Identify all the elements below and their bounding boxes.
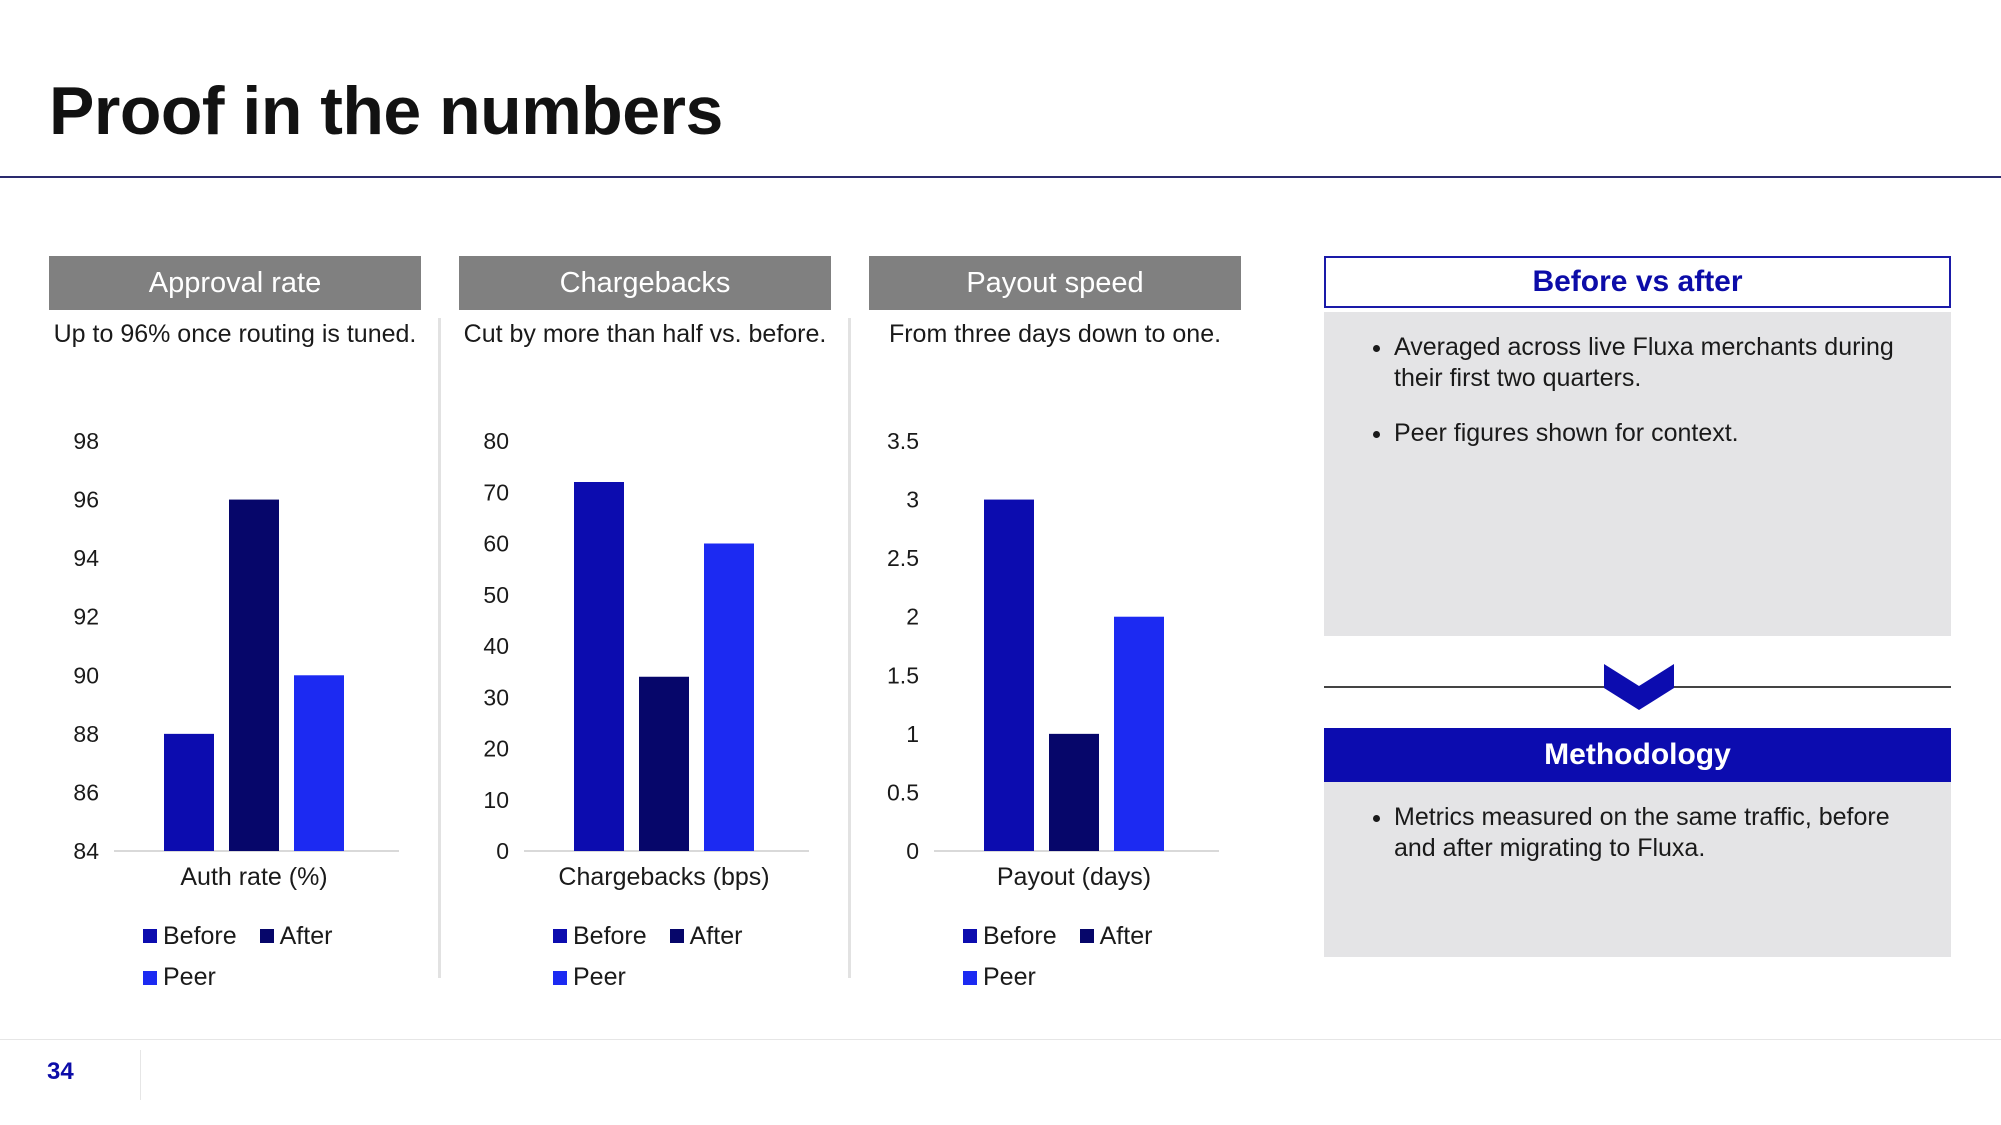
bullet-list: Metrics measured on the same traffic, be… <box>1364 802 1931 864</box>
bar-peer <box>704 543 754 851</box>
bar-peer <box>1114 616 1164 851</box>
before-vs-after-body: Averaged across live Fluxa merchants dur… <box>1324 312 1951 636</box>
legend-swatch-peer <box>553 970 567 985</box>
chargebacks-chart: 0 10 20 30 40 50 60 70 80 Chargebacks (bps) <box>483 428 809 891</box>
legend-label-after: After <box>689 921 743 950</box>
legend-item-peer: Peer <box>143 963 216 992</box>
bar-after <box>1049 733 1099 851</box>
y-tick-label: 92 <box>73 604 99 630</box>
y-tick-label: 1.5 <box>887 662 919 688</box>
panel-header: Chargebacks <box>459 256 831 310</box>
y-tick-label: 3 <box>906 487 919 513</box>
x-axis-label: Chargebacks (bps) <box>558 863 769 891</box>
legend-item-peer: Peer <box>553 963 626 992</box>
legend-swatch-before <box>553 929 567 943</box>
legend-label-peer: Peer <box>573 963 626 991</box>
x-axis-label: Payout (days) <box>997 863 1151 891</box>
legend-swatch-peer <box>143 970 157 985</box>
y-tick-label: 94 <box>73 545 99 571</box>
y-tick-label: 50 <box>483 582 509 608</box>
y-tick-label: 10 <box>483 787 509 813</box>
chart-legend: Before After Peer <box>963 921 1203 1004</box>
panel-payout-speed: Payout speed From three days down to one… <box>869 256 1241 991</box>
bar-before <box>984 499 1034 851</box>
legend-item-peer: Peer <box>963 963 1036 992</box>
y-tick-label: 20 <box>483 736 509 762</box>
legend-swatch-before <box>143 929 157 943</box>
chart-legend: Before After Peer <box>143 921 383 1004</box>
panel-subtitle: Up to 96% once routing is tuned. <box>53 320 417 348</box>
approval-rate-chart: 84 86 88 90 92 94 96 98 Auth rate (%) <box>73 428 399 891</box>
bullet-item: Averaged across live Fluxa merchants dur… <box>1394 332 1931 394</box>
footer-separator <box>140 1050 141 1100</box>
legend-label-after: After <box>1099 921 1153 950</box>
legend-label-before: Before <box>573 921 647 950</box>
bar-after <box>639 676 689 851</box>
page-number: 34 <box>47 1058 74 1085</box>
legend-item-after: After <box>669 921 743 951</box>
legend-swatch-after <box>1079 929 1094 943</box>
legend-label-before: Before <box>983 921 1057 950</box>
payout-speed-chart: 0 0.5 1 1.5 2 2.5 3 3.5 Payout (days) <box>887 428 1219 891</box>
y-tick-label: 96 <box>73 487 99 513</box>
chevron-down-icon <box>1604 664 1674 710</box>
panel-divider <box>848 318 851 978</box>
panel-subtitle: Cut by more than half vs. before. <box>463 320 827 348</box>
slide-title: Proof in the numbers <box>49 73 723 149</box>
y-tick-label: 40 <box>483 633 509 659</box>
bullet-item: Peer figures shown for context. <box>1394 418 1931 449</box>
legend-item-after: After <box>259 921 333 951</box>
panel-chargebacks: Chargebacks Cut by more than half vs. be… <box>459 256 831 991</box>
panel-subtitle: From three days down to one. <box>888 320 1222 348</box>
legend-label-before: Before <box>163 921 237 950</box>
bullet-item: Metrics measured on the same traffic, be… <box>1394 802 1931 864</box>
legend-item-before: Before <box>143 922 237 951</box>
methodology-header: Methodology <box>1324 728 1951 782</box>
bullet-list: Averaged across live Fluxa merchants dur… <box>1364 332 1931 449</box>
legend-swatch-after <box>669 929 684 943</box>
y-tick-label: 1 <box>906 721 919 747</box>
panel-approval-rate: Approval rate Up to 96% once routing is … <box>49 256 421 991</box>
y-tick-label: 84 <box>73 838 99 864</box>
y-tick-label: 98 <box>73 428 99 454</box>
panel-divider <box>438 318 441 978</box>
legend-swatch-after <box>259 929 274 943</box>
y-tick-label: 0 <box>906 838 919 864</box>
y-tick-label: 2 <box>906 604 919 630</box>
legend-label-peer: Peer <box>163 963 216 991</box>
legend-swatch-peer <box>963 970 977 985</box>
bar-peer <box>294 675 344 851</box>
bar-before <box>574 482 624 851</box>
y-tick-label: 60 <box>483 531 509 557</box>
methodology-body: Metrics measured on the same traffic, be… <box>1324 782 1951 957</box>
bar-before <box>164 733 214 851</box>
y-tick-label: 88 <box>73 721 99 747</box>
title-rule <box>0 176 2001 178</box>
before-vs-after-header: Before vs after <box>1324 256 1951 308</box>
y-tick-label: 0 <box>496 838 509 864</box>
y-tick-label: 90 <box>73 662 99 688</box>
y-tick-label: 70 <box>483 479 509 505</box>
legend-label-after: After <box>279 921 333 950</box>
y-tick-label: 80 <box>483 428 509 454</box>
y-tick-label: 2.5 <box>887 545 919 571</box>
chart-legend: Before After Peer <box>553 921 793 1004</box>
legend-swatch-before <box>963 929 977 943</box>
legend-item-after: After <box>1079 921 1153 951</box>
y-tick-label: 86 <box>73 779 99 805</box>
bar-after <box>229 499 279 851</box>
y-tick-label: 0.5 <box>887 779 919 805</box>
legend-item-before: Before <box>963 922 1057 951</box>
panel-header: Payout speed <box>869 256 1241 310</box>
footer-rule <box>0 1039 2001 1040</box>
x-axis-label: Auth rate (%) <box>180 863 327 891</box>
y-tick-label: 3.5 <box>887 428 919 454</box>
panel-header: Approval rate <box>49 256 421 310</box>
legend-item-before: Before <box>553 922 647 951</box>
legend-label-peer: Peer <box>983 963 1036 991</box>
y-tick-label: 30 <box>483 684 509 710</box>
